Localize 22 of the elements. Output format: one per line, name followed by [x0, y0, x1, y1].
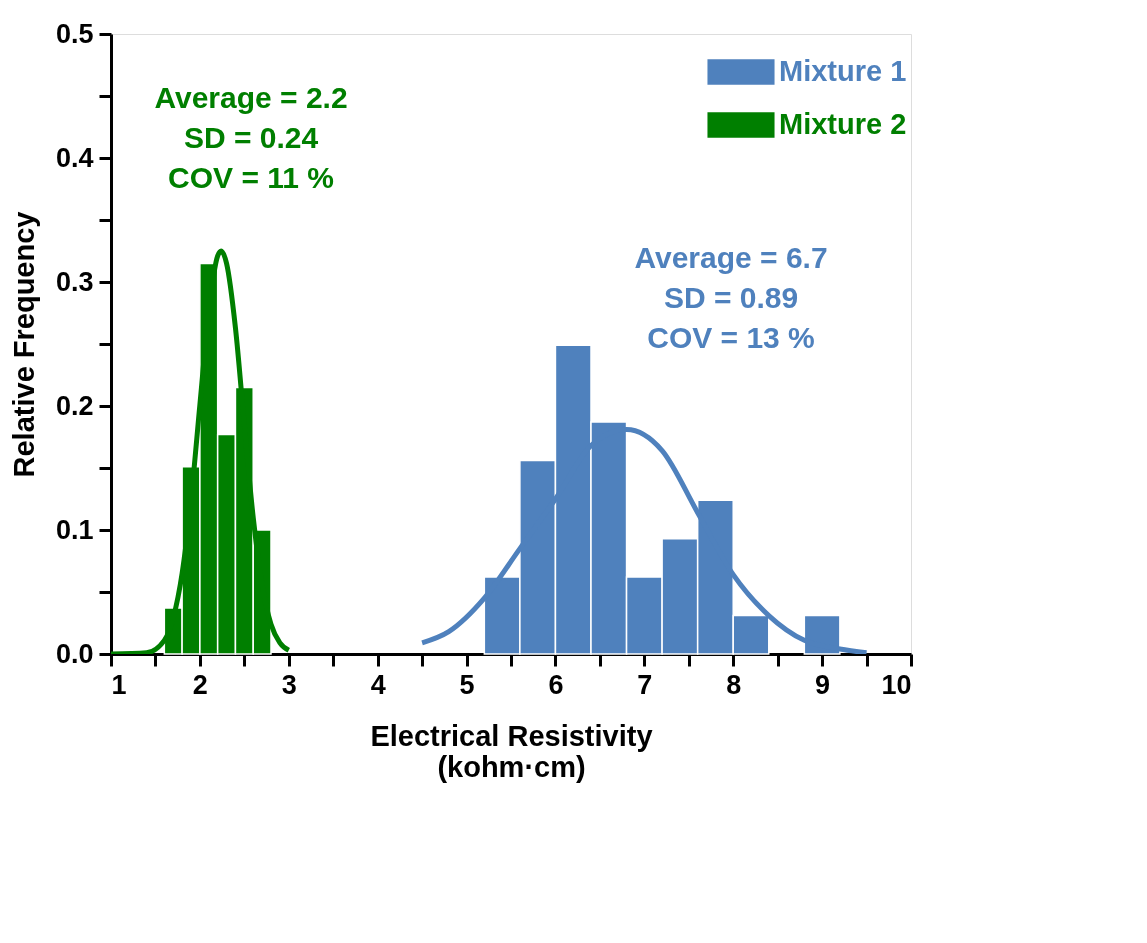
x-tick-label: 8	[726, 669, 742, 700]
x-tick-label: 9	[815, 669, 831, 700]
x-tick-label: 3	[281, 669, 297, 700]
x-tick-label: 6	[548, 669, 564, 700]
x-tick-label: 5	[459, 669, 475, 700]
y-tick-label: 0.4	[55, 142, 94, 173]
y-tick-label: 0.2	[55, 390, 94, 421]
x-axis-title: Electrical Resistivity (kohm·cm)	[370, 719, 653, 783]
legend-label: Mixture 1	[779, 55, 907, 87]
x-tick-label: 1	[111, 669, 127, 700]
annotation: Average = 2.2 SD = 0.24 COV = 11 %	[154, 81, 348, 194]
legend-label: Mixture 2	[779, 108, 907, 140]
y-tick-label: 0.1	[55, 514, 94, 545]
x-tick-label: 4	[370, 669, 386, 700]
x-tick-label: 2	[192, 669, 208, 700]
y-tick-label: 0.3	[55, 266, 94, 297]
y-tick-label: 0.5	[55, 18, 94, 49]
x-tick-label: 7	[637, 669, 653, 700]
annotation: Average = 6.7 SD = 0.89 COV = 13 %	[634, 241, 828, 354]
y-tick-label: 0.0	[55, 638, 94, 669]
x-tick-label: 10	[881, 669, 912, 700]
y-axis-title: Relative Frequency	[7, 211, 40, 478]
